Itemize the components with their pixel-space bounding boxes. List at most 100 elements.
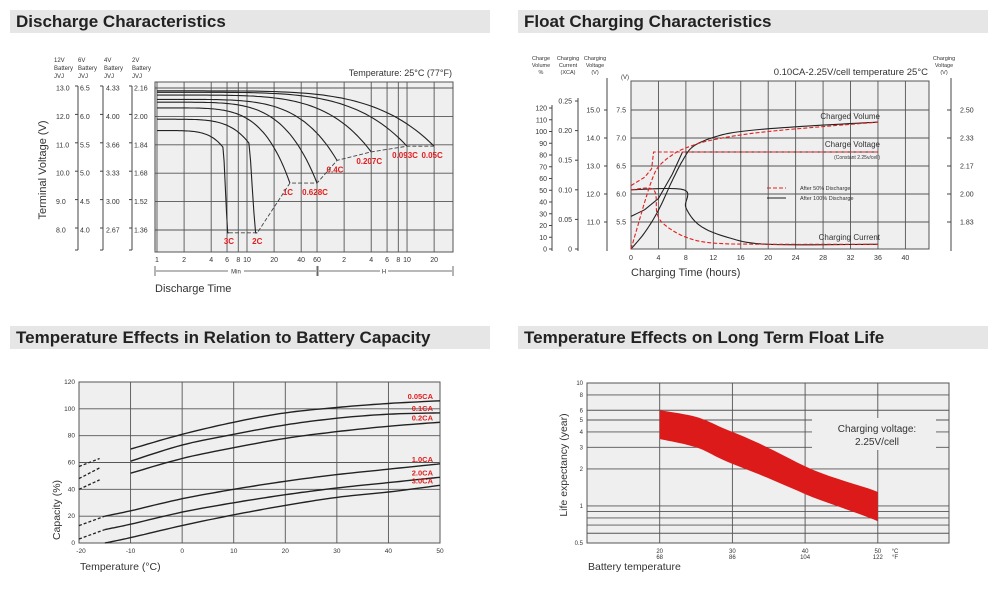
current-axis-header: Charging [557, 56, 579, 62]
capacity-y-tick: 120 [64, 379, 75, 386]
cell-tick-label: 1.83 [960, 220, 974, 227]
capacity-x-tick: -20 [76, 548, 86, 555]
life-y-tick: 4 [580, 430, 584, 436]
capacity-curve-dashed-1.0CA [78, 515, 106, 527]
voltage12-tick-label: 14.0 [586, 136, 600, 143]
discharge-y-axis-header: Battery [132, 66, 151, 72]
discharge-x-tick: 10 [243, 257, 251, 264]
discharge-y-axis-header: JVJ [104, 74, 114, 80]
voltage12-axis-header: (V) [591, 70, 599, 76]
discharge-label-0.093C: 0.093C [392, 151, 418, 160]
float-charging-header: Float Charging Characteristics [518, 10, 988, 33]
cell-tick-label: 2.17 [960, 164, 974, 171]
cell-tick-label: 2.00 [960, 192, 974, 199]
current-tick-label: 0 [568, 247, 572, 254]
current-axis-header: Current [559, 63, 578, 69]
volume-tick-label: 60 [539, 176, 547, 183]
discharge-x-tick: 4 [209, 257, 213, 264]
float-x-tick: 24 [792, 255, 800, 262]
volume-tick-label: 20 [539, 223, 547, 230]
discharge-x-tick: 2 [342, 257, 346, 264]
life-expectancy-band [659, 410, 878, 522]
float-x-tick: 28 [819, 255, 827, 262]
life-x-unit-f: °F [892, 555, 898, 561]
cell-tick-label: 2.50 [960, 108, 974, 115]
discharge-y-tick: 5.5 [80, 142, 90, 149]
voltage12-tick-label: 11.0 [587, 220, 600, 227]
charge-voltage-label: Charge Voltage [825, 140, 881, 149]
capacity-y-tick: 40 [68, 486, 76, 493]
discharge-y-axis-header: JVJ [132, 74, 142, 80]
discharge-curve-0.05C [157, 90, 435, 147]
volume-tick-label: 100 [535, 129, 547, 136]
discharge-curve-2C [157, 118, 258, 234]
capacity-y-label: Capacity (%) [51, 480, 63, 540]
discharge-y-tick: 11.0 [56, 142, 69, 149]
temp-capacity-header: Temperature Effects in Relation to Batte… [10, 326, 490, 349]
discharge-y-axis-header: JVJ [78, 74, 88, 80]
discharge-label-0.4C: 0.4C [327, 165, 344, 174]
charging-current-curve-after50 [630, 187, 878, 245]
discharge-x-tick: 2 [182, 257, 186, 264]
discharge-y-tick: 3.33 [106, 171, 120, 178]
hour-range-label: H [382, 270, 386, 276]
current-tick-label: 0.20 [558, 128, 572, 135]
discharge-curve-0.628C [157, 101, 318, 184]
capacity-curve-0.2CA [130, 421, 441, 474]
float-x-label: Charging Time (hours) [631, 267, 740, 279]
discharge-endpoint-line [228, 145, 435, 234]
voltage12-tick-label: 13.0 [586, 164, 600, 171]
capacity-label-0.05CA: 0.05CA [408, 392, 434, 401]
float-x-tick: 8 [684, 255, 688, 262]
voltage12-tick-label: 15.0 [586, 108, 600, 115]
capacity-y-tick: 60 [68, 460, 76, 467]
voltage12-axis-header: Charging [584, 56, 606, 62]
discharge-x-tick: 8 [236, 257, 240, 264]
discharge-y-axis-header: Battery [54, 66, 73, 72]
current-tick-label: 0.25 [558, 99, 572, 106]
volume-tick-label: 0 [543, 247, 547, 254]
range-label-bg [228, 267, 244, 275]
volume-tick-label: 30 [539, 211, 547, 218]
voltage6-tick-label: 5.5 [616, 220, 626, 227]
legend-label-after100: After 100% Discharge [800, 196, 854, 202]
float-x-tick: 16 [737, 255, 745, 262]
life-y-tick: 0.5 [575, 541, 584, 547]
life-x-tick-f: 104 [800, 555, 811, 561]
discharge-curve-0.093C [157, 91, 408, 147]
current-axis-header: (XCA) [561, 70, 576, 76]
volume-tick-label: 70 [539, 164, 547, 171]
capacity-x-tick: 50 [436, 548, 444, 555]
legend-label-after50: After 50% Discharge [800, 186, 850, 192]
capacity-label-0.2CA: 0.2CA [412, 413, 434, 422]
voltage6-tick-label: 6.0 [616, 192, 626, 199]
capacity-x-tick: -10 [126, 548, 136, 555]
charged-volume-curve-after50 [630, 121, 879, 250]
discharge-y-tick: 1.84 [134, 142, 148, 149]
capacity-curve-0.1CA [130, 412, 440, 462]
capacity-curve-2.0CA [104, 476, 441, 531]
life-y-label: Life expectancy (year) [558, 413, 570, 516]
cell-axis-header: (V) [940, 70, 948, 76]
life-x-tick-f: 122 [873, 555, 884, 561]
discharge-x-tick: 6 [225, 257, 229, 264]
charging-voltage-annotation: Charging voltage: [838, 424, 916, 435]
volume-tick-label: 110 [536, 117, 547, 124]
life-y-tick: 3 [580, 445, 584, 451]
discharge-curve-1C [157, 107, 291, 184]
discharge-y-tick: 4.00 [106, 114, 120, 121]
voltage12-tick-label: 12.0 [586, 192, 600, 199]
discharge-curve-0.4C [157, 98, 338, 161]
discharge-x-label: Discharge Time [155, 283, 231, 295]
capacity-curve-dashed-0.05CA [78, 457, 100, 468]
volume-tick-label: 80 [539, 153, 547, 160]
discharge-y-tick: 2.16 [134, 86, 148, 93]
life-x-tick-c: 40 [802, 549, 809, 555]
discharge-x-tick: 20 [270, 257, 278, 264]
volume-tick-label: 10 [539, 235, 547, 242]
life-y-tick: 10 [576, 381, 583, 387]
current-tick-label: 0.05 [558, 217, 572, 224]
float-x-tick: 36 [874, 255, 882, 262]
life-y-tick: 6 [580, 408, 584, 414]
